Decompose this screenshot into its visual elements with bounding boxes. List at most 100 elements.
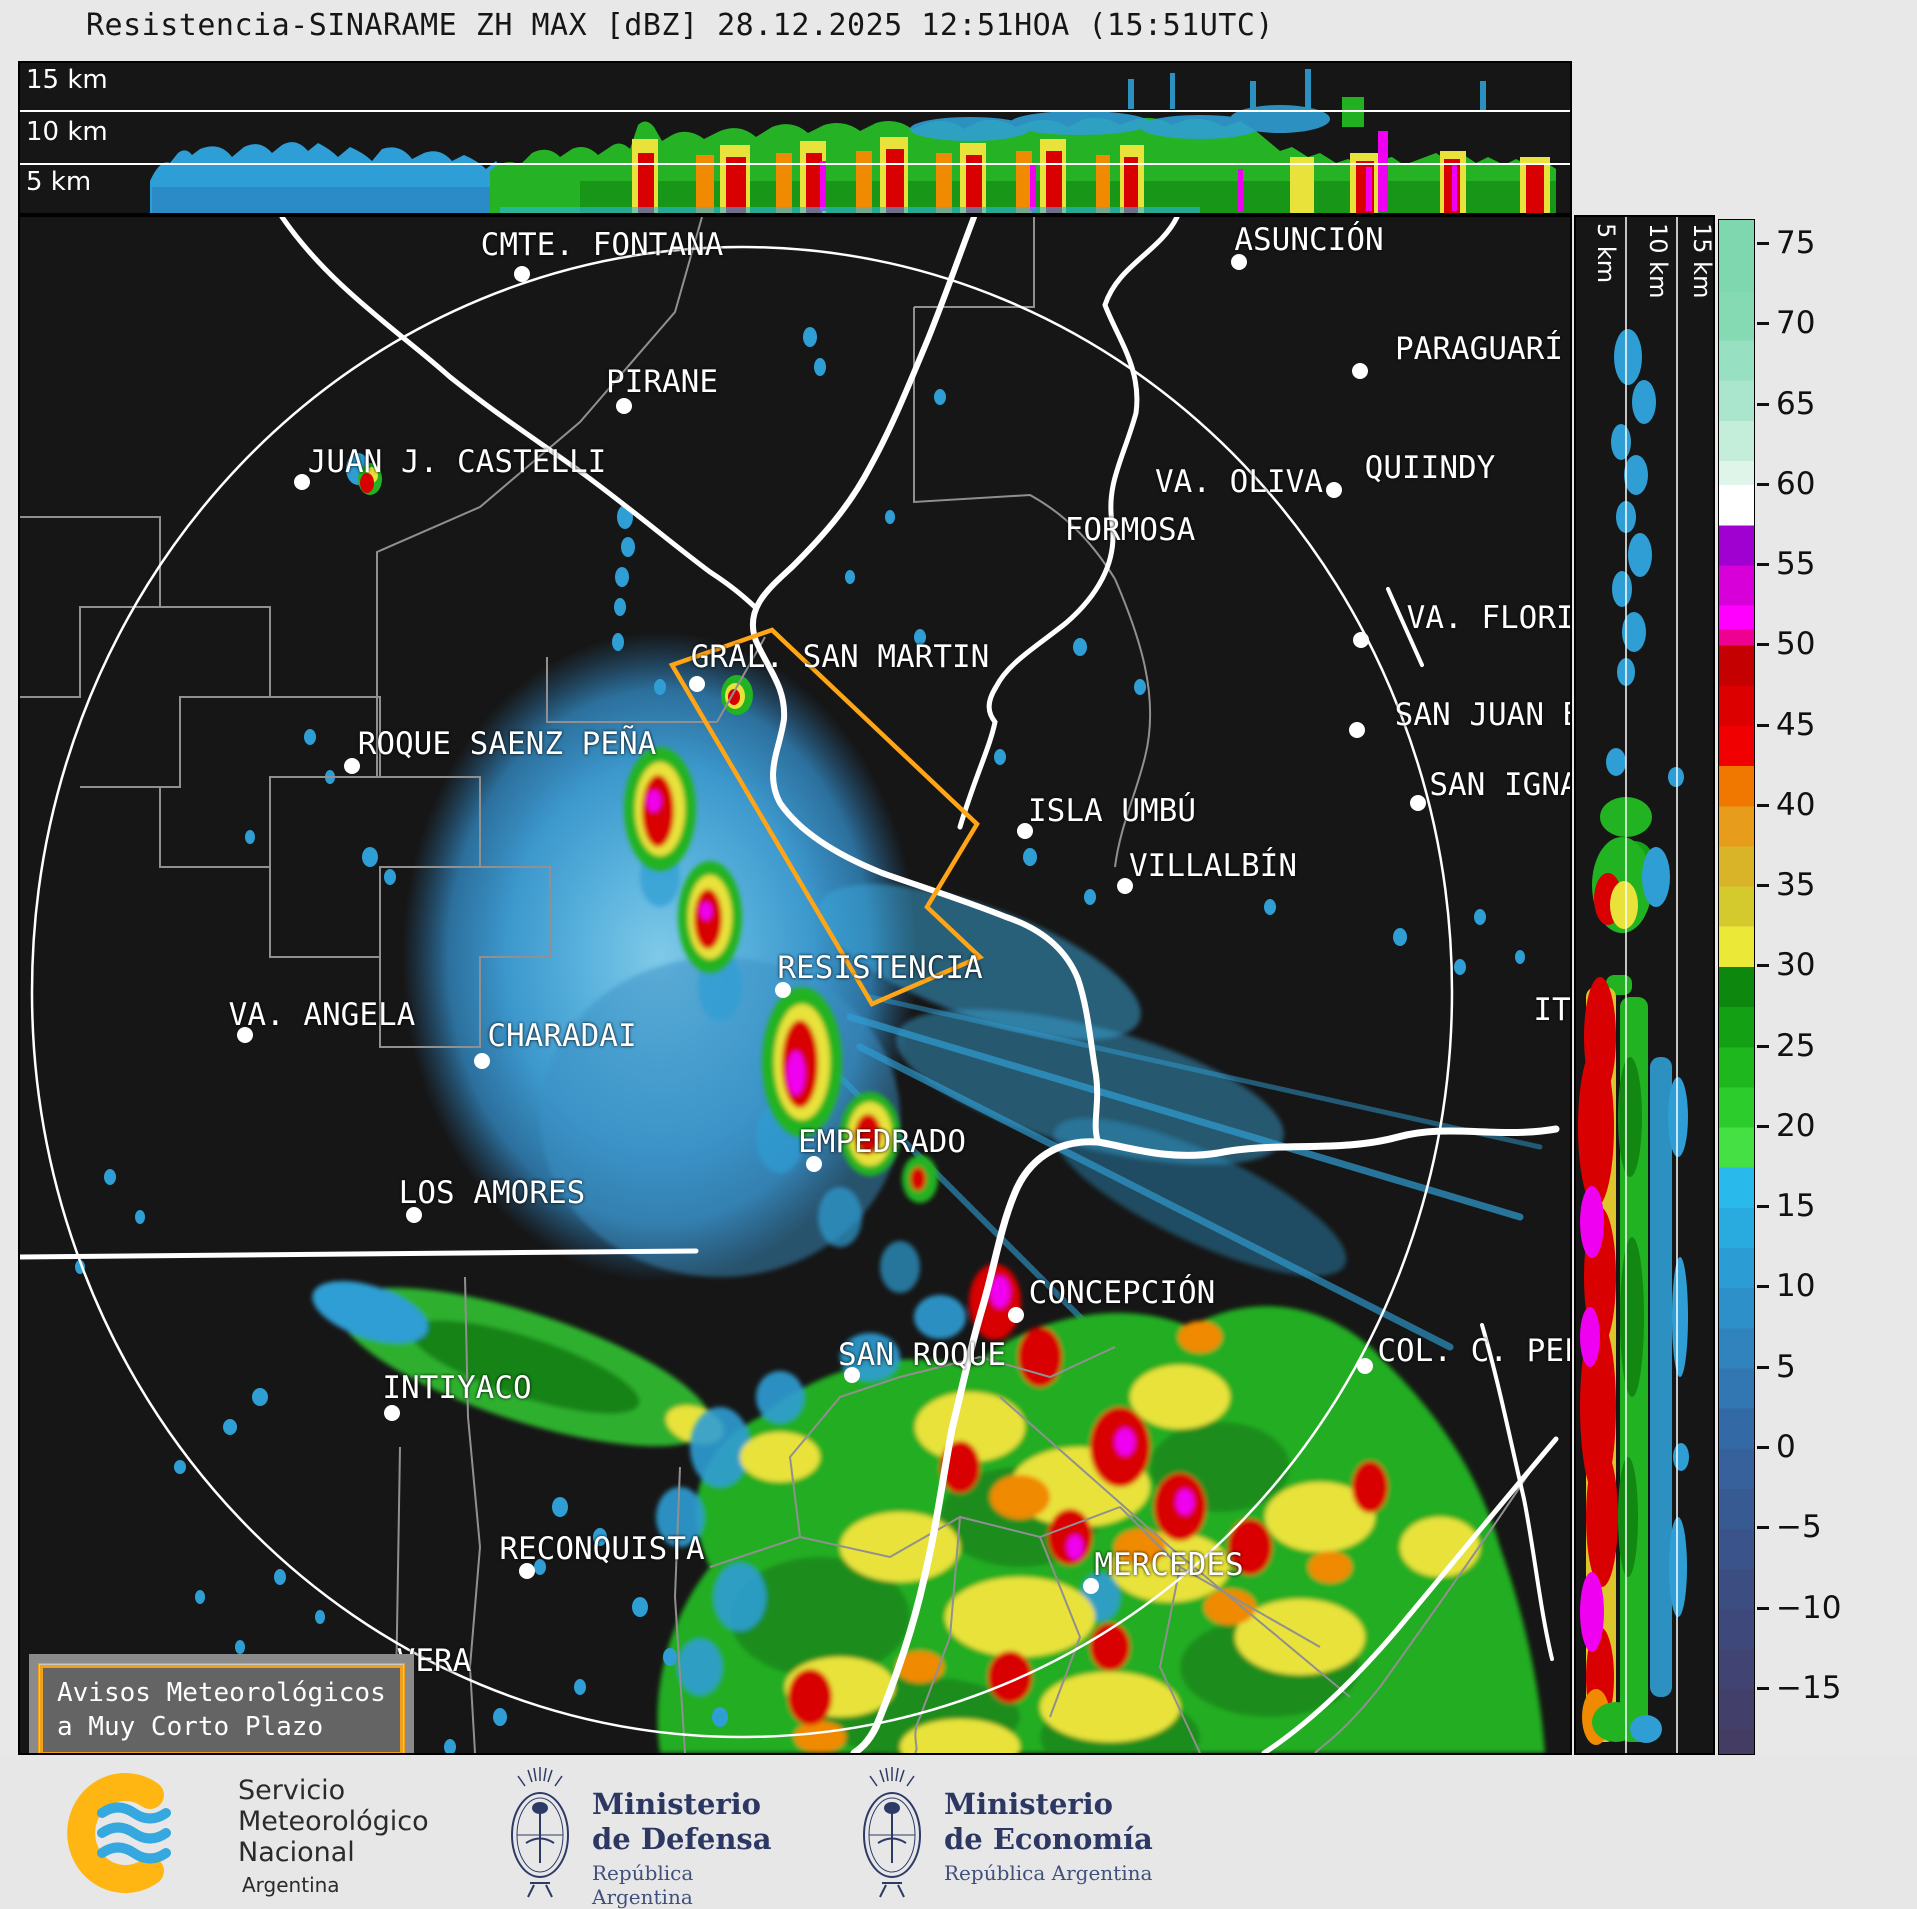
- defensa-crest-icon: [511, 1767, 569, 1898]
- colorbar-tick: [1757, 1365, 1769, 1369]
- colorbar-tick-label: 30: [1776, 947, 1816, 984]
- city-dot: [1353, 632, 1369, 648]
- city-dot: [1326, 482, 1342, 498]
- warning-line1: Avisos Meteorológicos: [57, 1678, 386, 1708]
- colorbar-tick-label: 55: [1776, 546, 1816, 583]
- city-label: IT: [1533, 992, 1571, 1028]
- smn-logo-block: Servicio Meteorológico Nacional Argentin…: [60, 1755, 460, 1909]
- admin-boundaries: [20, 217, 1531, 1753]
- city-label: VA. FLORID: [1406, 600, 1570, 636]
- city-dot: [519, 1563, 535, 1579]
- city-dot: [616, 398, 632, 414]
- side-panel-10km-label: 10 km: [1644, 223, 1672, 299]
- city-label: COL. C. PEL: [1377, 1333, 1572, 1369]
- colorbar-tick-label: 75: [1776, 225, 1816, 262]
- range-ring: [30, 245, 1454, 1739]
- colorbar-tick-label: 25: [1776, 1027, 1816, 1064]
- city-dot: [1017, 823, 1033, 839]
- radar-map: CMTE. FONTANA ASUNCIÓN PIRANE PARAGUARÍ JUAN…: [18, 215, 1572, 1755]
- city-label: MERCEDES: [1094, 1547, 1244, 1583]
- dbz-colorbar: [1718, 219, 1755, 1755]
- warning-notice-box: Avisos Meteorológicos a Muy Corto Plazo: [29, 1654, 414, 1753]
- city-label: SAN ROQUE: [838, 1337, 1006, 1373]
- colorbar-tick: [1757, 964, 1769, 968]
- colorbar-tick: [1757, 1526, 1769, 1530]
- colorbar-tick: [1757, 643, 1769, 647]
- colorbar-tick: [1757, 884, 1769, 888]
- city-dot: [1410, 795, 1426, 811]
- city-dot: [294, 474, 310, 490]
- city-dot: [1083, 1578, 1099, 1594]
- radar-map-graphics: [20, 217, 1560, 1753]
- city-dot: [344, 758, 360, 774]
- city-dot: [406, 1207, 422, 1223]
- city-label: CMTE. FONTANA: [480, 227, 724, 263]
- smn-name-line3: Nacional: [238, 1837, 355, 1868]
- colorbar-tick: [1757, 803, 1769, 807]
- side-panel-5km-label: 5 km: [1592, 223, 1620, 284]
- warning-line2: a Muy Corto Plazo: [57, 1712, 324, 1742]
- colorbar-tick-label: 35: [1776, 867, 1816, 904]
- colorbar-tick-label: 10: [1776, 1268, 1816, 1305]
- city-label: EMPEDRADO: [798, 1124, 966, 1160]
- colorbar-tick: [1757, 1044, 1769, 1048]
- city-label: PIRANE: [606, 364, 718, 400]
- blue-speckles: [75, 327, 1525, 1753]
- city-label: INTIYACO: [382, 1370, 532, 1406]
- city-label: GRAL. SAN MARTIN: [690, 639, 990, 675]
- colorbar-tick-label: 40: [1776, 786, 1816, 823]
- economia-block: Ministerio de Economía República Argenti…: [852, 1755, 1172, 1909]
- colorbar-tick-label: 5: [1776, 1348, 1796, 1385]
- city-label: SAN IGNA: [1429, 767, 1572, 803]
- warning-polygon: [668, 627, 985, 1007]
- city-dot: [806, 1156, 822, 1172]
- city-dot: [1008, 1307, 1024, 1323]
- city-label: VA. ANGELA: [228, 997, 416, 1033]
- city-dot: [1349, 722, 1365, 738]
- economia-crest-icon: [863, 1767, 921, 1898]
- colorbar-tick: [1757, 1124, 1769, 1128]
- side-cross-section-panel: 5 km 10 km 15 km: [1574, 215, 1715, 1755]
- defensa-title-line1: Ministerio: [592, 1787, 762, 1821]
- colorbar-tick-label: −15: [1776, 1669, 1842, 1706]
- colorbar-tick: [1757, 1446, 1769, 1449]
- colorbar-tick-label: 0: [1776, 1429, 1796, 1465]
- city-label: CHARADAI: [487, 1018, 637, 1054]
- city-dot: [1357, 1358, 1373, 1374]
- city-dot: [384, 1405, 400, 1421]
- city-layer: CMTE. FONTANA ASUNCIÓN PIRANE PARAGUARÍ JUAN…: [20, 217, 1570, 1753]
- colorbar-tick-label: −5: [1776, 1509, 1822, 1546]
- city-label: PARAGUARÍ: [1395, 331, 1563, 367]
- city-label: ISLA UMBÚ: [1028, 793, 1196, 829]
- colorbar-tick: [1757, 723, 1769, 727]
- colorbar-tick: [1757, 563, 1769, 567]
- colorbar-tick: [1757, 482, 1769, 486]
- colorbar-tick: [1757, 1205, 1769, 1209]
- defensa-title-line2: de Defensa: [592, 1822, 772, 1856]
- top-panel-10km-label: 10 km: [26, 117, 108, 147]
- economia-sub: República Argentina: [944, 1861, 1153, 1885]
- city-dot: [1352, 363, 1368, 379]
- city-label: FORMOSA: [1064, 512, 1196, 548]
- top-panel-15km-label: 15 km: [26, 65, 108, 95]
- colorbar-tick-label: 60: [1776, 465, 1816, 502]
- city-label: SAN JUAN B: [1394, 697, 1572, 733]
- colorbar-tick: [1757, 402, 1769, 406]
- city-label: VA. OLIVA: [1155, 464, 1323, 500]
- rivers: [20, 217, 1560, 1753]
- colorbar-tick-label: 70: [1776, 305, 1816, 342]
- colorbar-tick-label: 50: [1776, 626, 1816, 663]
- economia-title-line2: de Economía: [944, 1822, 1153, 1856]
- city-label: RECONQUISTA: [499, 1531, 705, 1567]
- city-label: LOS AMORES: [398, 1175, 586, 1211]
- colorbar-tick: [1757, 242, 1769, 246]
- page-title: Resistencia-SINARAME ZH MAX [dBZ] 28.12.…: [86, 8, 1274, 43]
- colorbar-tick-label: 65: [1776, 385, 1816, 422]
- colorbar-tick-label: 15: [1776, 1188, 1816, 1225]
- colorbar-tick-label: 45: [1776, 706, 1816, 743]
- side-panel-15km-label: 15 km: [1688, 223, 1715, 299]
- city-label: ASUNCIÓN: [1234, 222, 1384, 258]
- colorbar-tick: [1757, 1686, 1769, 1690]
- smn-country: Argentina: [242, 1873, 340, 1897]
- top-cross-section-panel: 15 km 10 km 5 km: [18, 61, 1572, 215]
